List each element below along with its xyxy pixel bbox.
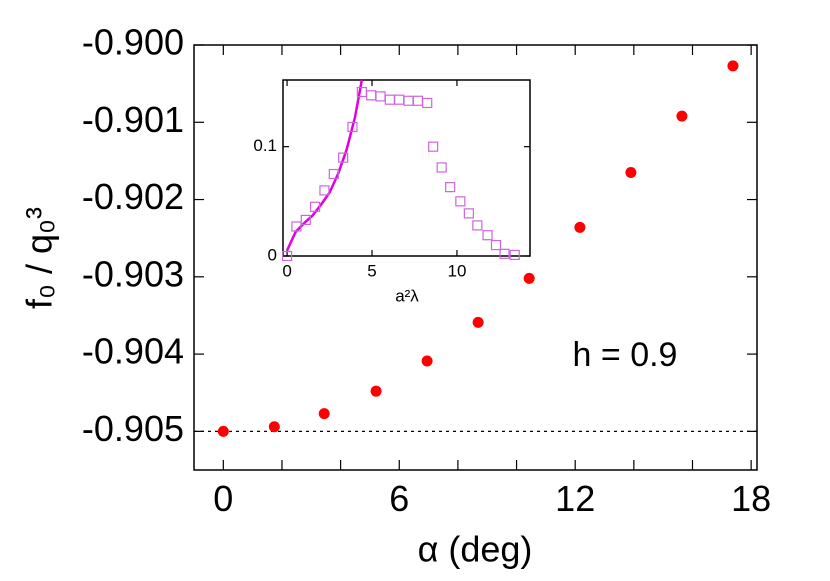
- y-tick-label: -0.900: [82, 22, 184, 63]
- point: [412, 95, 423, 106]
- point: [523, 272, 535, 284]
- x-tick-label: 10: [447, 262, 466, 281]
- point: [300, 214, 311, 226]
- point: [328, 168, 339, 180]
- point: [436, 162, 447, 173]
- point: [499, 248, 510, 259]
- point: [319, 185, 330, 196]
- point: [509, 249, 520, 261]
- x-tick-label: 6: [389, 478, 409, 519]
- x-tick-label: 12: [555, 478, 595, 519]
- point: [281, 250, 293, 262]
- point: [676, 110, 688, 122]
- x-axis-label: a²λ: [395, 286, 419, 305]
- point: [445, 182, 456, 193]
- y-axis-label: f₀ / q₀³: [19, 207, 60, 309]
- point: [421, 355, 433, 367]
- point: [318, 408, 330, 420]
- point: [370, 385, 382, 397]
- point: [347, 121, 358, 133]
- x-axis-label: α (deg): [418, 529, 533, 570]
- plot-frame: [282, 79, 531, 257]
- x-tick-label: 5: [367, 262, 376, 281]
- point: [472, 316, 484, 328]
- y-tick-label: -0.902: [82, 176, 184, 217]
- point: [574, 221, 586, 233]
- y-tick-label: 0.1: [253, 136, 277, 155]
- annotation: h = 0.9: [573, 336, 678, 374]
- plot-frame: [193, 44, 758, 471]
- point: [403, 95, 414, 106]
- point: [375, 91, 386, 102]
- point: [428, 141, 439, 152]
- point: [394, 94, 405, 105]
- point: [455, 196, 466, 207]
- point: [217, 425, 229, 437]
- point: [422, 97, 433, 109]
- y-tick-label: -0.901: [82, 99, 184, 140]
- point: [384, 94, 395, 105]
- point: [291, 221, 302, 232]
- x-tick-label: 18: [731, 478, 771, 519]
- y-tick-label: 0: [268, 245, 277, 264]
- point: [482, 230, 493, 241]
- point: [625, 167, 637, 178]
- point: [338, 152, 349, 163]
- y-tick-label: -0.905: [82, 408, 184, 449]
- point: [268, 421, 280, 433]
- point: [463, 208, 474, 219]
- line: [285, 79, 364, 252]
- point: [490, 239, 502, 251]
- y-tick-label: -0.903: [82, 253, 184, 294]
- point: [310, 201, 321, 212]
- x-tick-label: 0: [213, 478, 233, 519]
- x-tick-label: 0: [282, 262, 291, 281]
- point: [366, 90, 377, 101]
- y-tick-label: -0.904: [82, 331, 184, 372]
- point: [472, 220, 483, 231]
- point: [727, 60, 739, 72]
